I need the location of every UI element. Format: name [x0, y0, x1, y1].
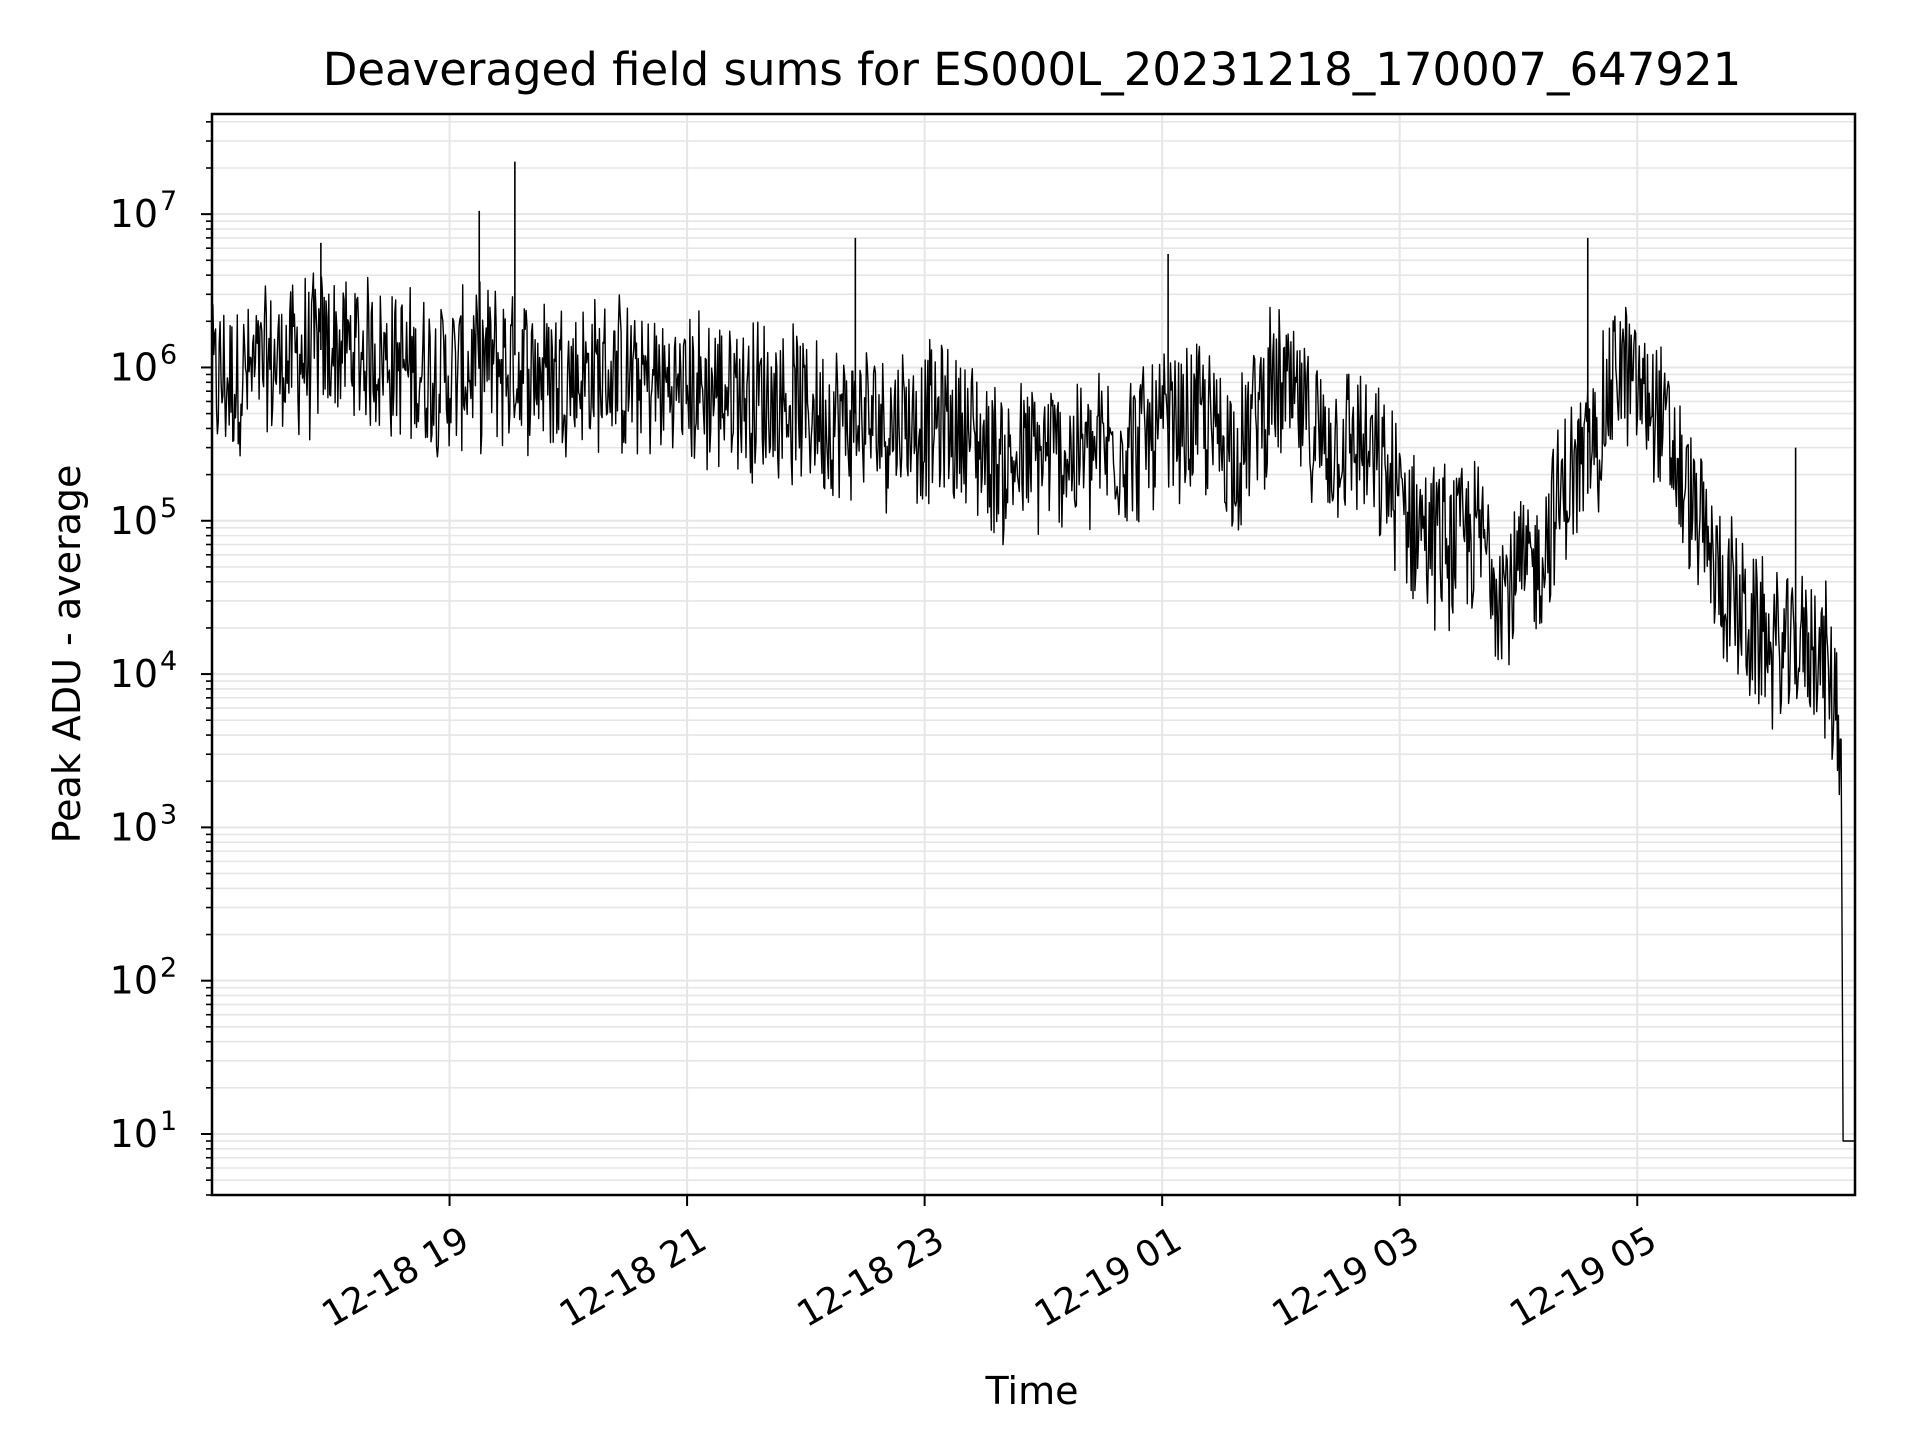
y-tick-label: 10 — [110, 192, 158, 236]
plot-frame — [210, 112, 1857, 1197]
chart-title: Deaveraged field sums for ES000L_2023121… — [323, 43, 1742, 96]
y-tick-label-exponent: 3 — [160, 799, 177, 830]
y-tick-label-exponent: 7 — [160, 186, 177, 217]
y-axis-label: Peak ADU - average — [45, 465, 89, 844]
y-tick-label: 10 — [110, 652, 158, 696]
y-tick-label-exponent: 1 — [160, 1106, 177, 1137]
series-line — [211, 272, 1855, 1142]
y-tick-label-exponent: 2 — [160, 953, 177, 984]
y-tick-label: 10 — [110, 805, 158, 849]
x-axis-label: Time — [985, 1369, 1079, 1413]
y-tick-label: 10 — [110, 959, 158, 1003]
grid — [212, 114, 1855, 1196]
y-tick-label: 10 — [110, 499, 158, 543]
y-tick-label-exponent: 4 — [160, 646, 177, 677]
y-tick-label-exponent: 5 — [160, 493, 177, 524]
y-tick-label: 10 — [110, 345, 158, 389]
y-tick-label: 10 — [110, 1112, 158, 1156]
y-tick-label-exponent: 6 — [160, 339, 177, 370]
series-group — [211, 161, 1855, 1142]
